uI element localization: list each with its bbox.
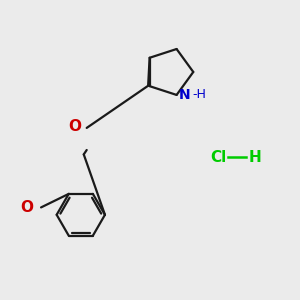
Text: O: O [21, 200, 34, 215]
Text: H: H [249, 150, 261, 165]
Text: -H: -H [192, 88, 206, 101]
Text: N: N [179, 88, 190, 102]
Text: Cl: Cl [210, 150, 226, 165]
Text: O: O [68, 119, 81, 134]
